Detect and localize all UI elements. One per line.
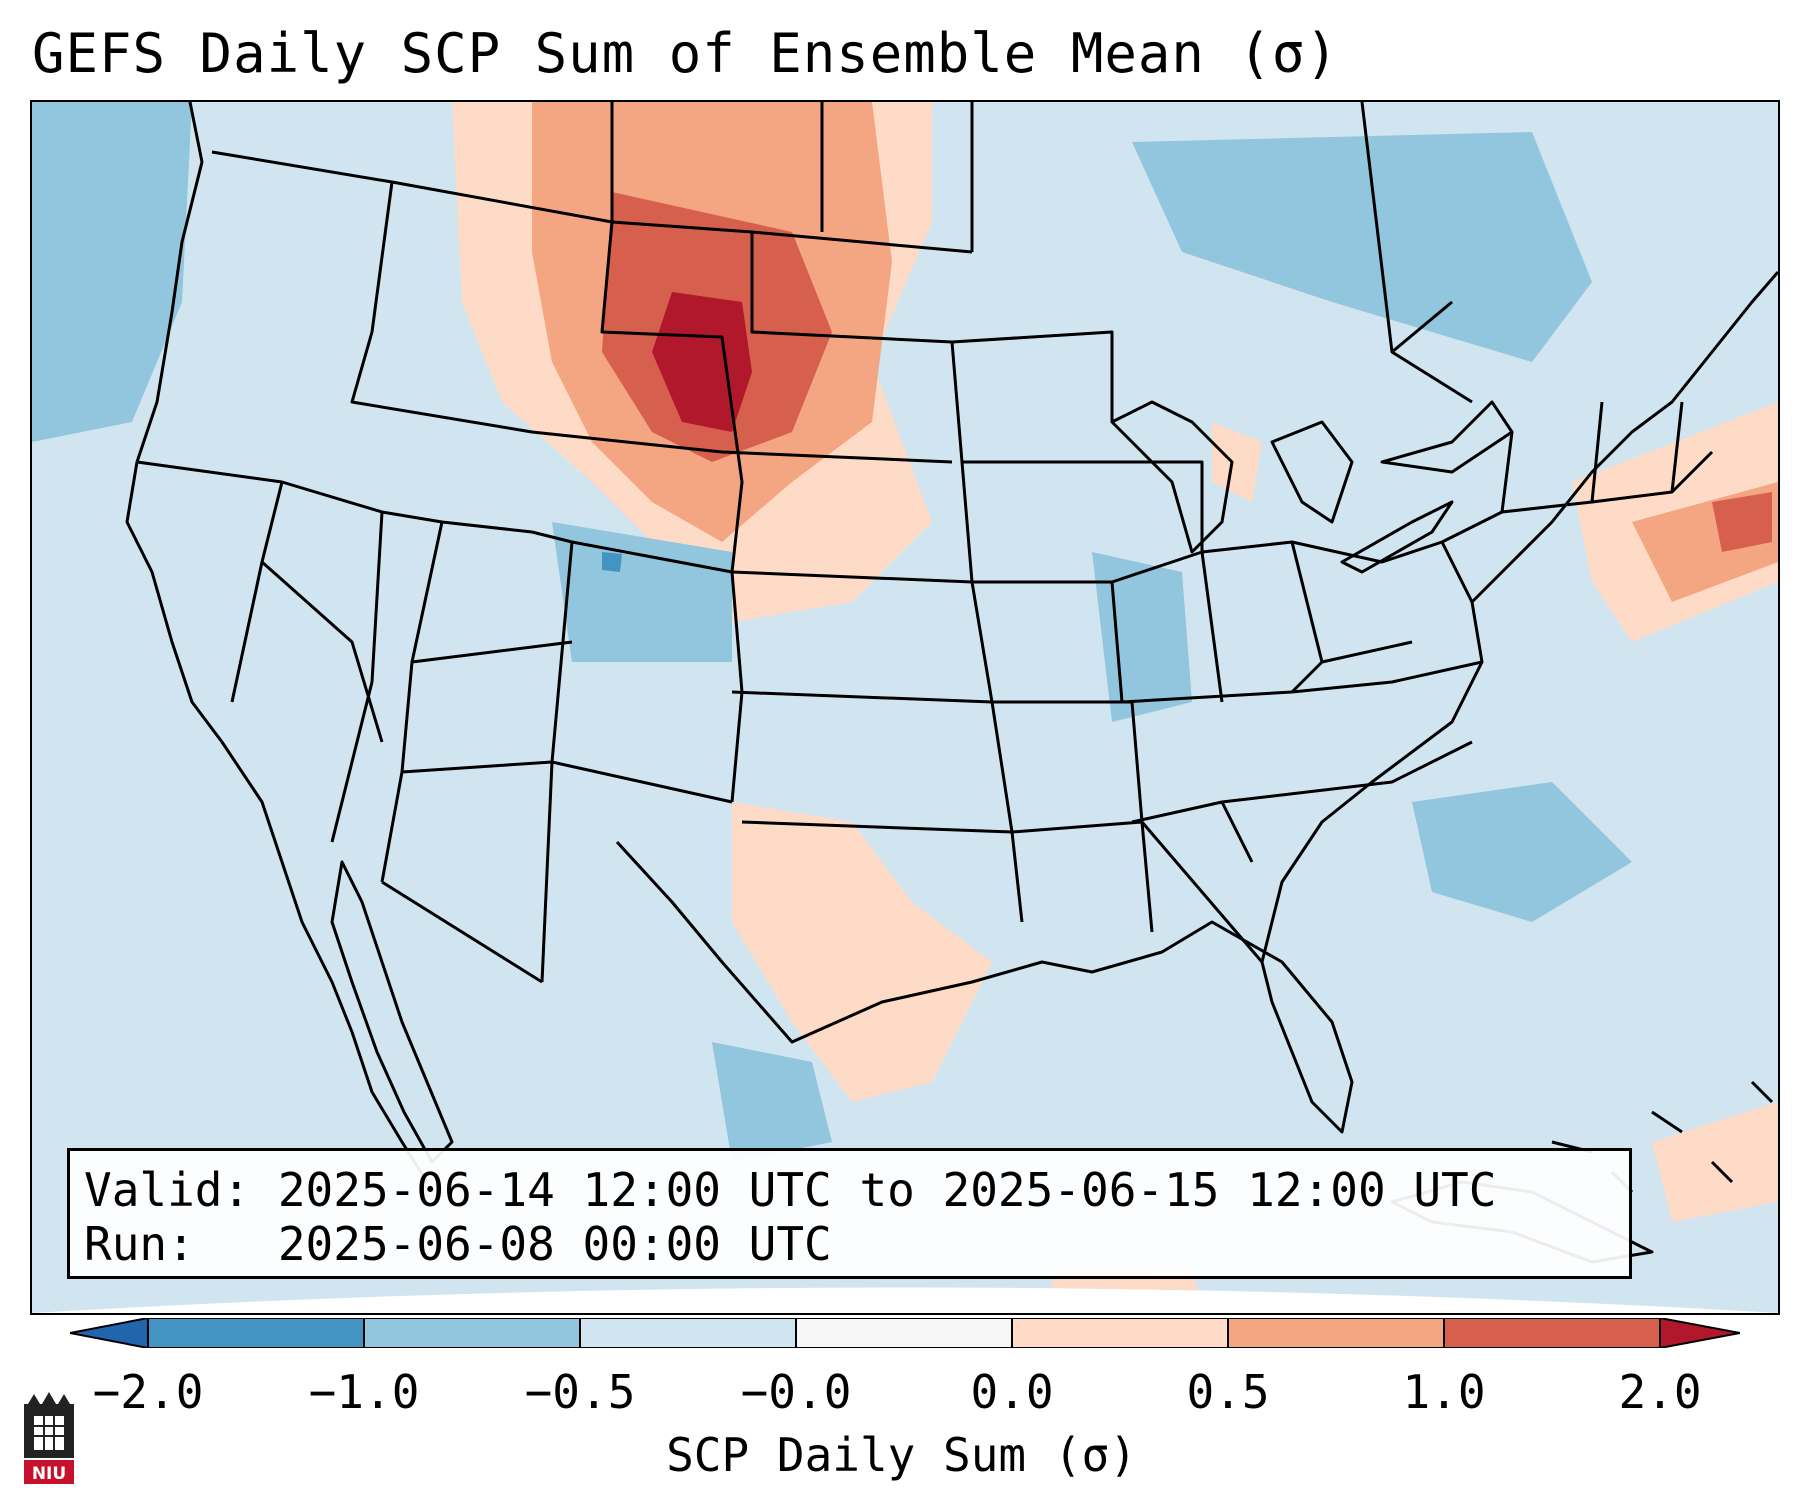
pacific-coastline [125, 102, 429, 1183]
map-canvas [32, 102, 1778, 1313]
atlantic-coastline [1260, 271, 1778, 963]
scp-anomaly-region [1132, 132, 1592, 362]
colorbar-tick-label: −0.5 [524, 1365, 636, 1419]
map-panel [30, 100, 1780, 1315]
colorbar-segment [580, 1318, 796, 1348]
colorbar-tick-label: −2.0 [92, 1365, 204, 1419]
colorbar-label: SCP Daily Sum (σ) [666, 1428, 1137, 1482]
valid-run-info-box: Valid: 2025-06-14 12:00 UTC to 2025-06-1… [67, 1148, 1632, 1279]
scp-anomaly-region [1412, 782, 1632, 922]
colorbar-tick-label: 1.0 [1402, 1365, 1486, 1419]
colorbar-segment [1444, 1318, 1660, 1348]
colorbar-segment [364, 1318, 580, 1348]
great-lakes [1110, 400, 1514, 574]
scp-anomaly-region [552, 522, 732, 662]
chart-title: GEFS Daily SCP Sum of Ensemble Mean (σ) [32, 22, 1339, 85]
scp-anomaly-region [1652, 1102, 1778, 1222]
canada-provinces [610, 102, 1473, 404]
valid-time-text: Valid: 2025-06-14 12:00 UTC to 2025-06-1… [84, 1163, 1497, 1217]
state-boundaries-east [1092, 401, 1714, 804]
scp-anomaly-region [1212, 422, 1262, 502]
colorbar-tick-label: −0.0 [740, 1365, 852, 1419]
scp-field [32, 102, 1778, 1313]
gulf-coastline [615, 840, 1354, 1134]
scp-anomaly-region [1712, 492, 1772, 552]
scp-anomaly-region [32, 102, 192, 442]
niu-logo-icon: NIU [24, 1392, 74, 1484]
colorbar-segment [1228, 1318, 1444, 1348]
scp-anomaly-region [712, 1042, 832, 1162]
map-outlines [125, 102, 1778, 1264]
colorbar-tick-label: −1.0 [308, 1365, 420, 1419]
scp-anomaly-region [652, 292, 752, 432]
colorbar [70, 1318, 1740, 1348]
colorbar-segment [1012, 1318, 1228, 1348]
state-boundaries-west [136, 460, 744, 984]
scp-anomaly-region [1092, 552, 1192, 722]
colorbar-segment [796, 1318, 1012, 1348]
colorbar-segment [148, 1318, 364, 1348]
colorbar-tick-label: 0.5 [1186, 1365, 1270, 1419]
colorbar-segment [1660, 1318, 1740, 1348]
niu-logo-text: NIU [32, 1464, 66, 1484]
scp-anomaly-region [732, 802, 992, 1102]
run-time-text: Run: 2025-06-08 00:00 UTC [84, 1217, 832, 1271]
colorbar-tick-label: 0.0 [970, 1365, 1054, 1419]
scp-anomaly-region [602, 552, 622, 572]
colorbar-tick-label: 2.0 [1618, 1365, 1702, 1419]
colorbar-segment [70, 1318, 148, 1348]
